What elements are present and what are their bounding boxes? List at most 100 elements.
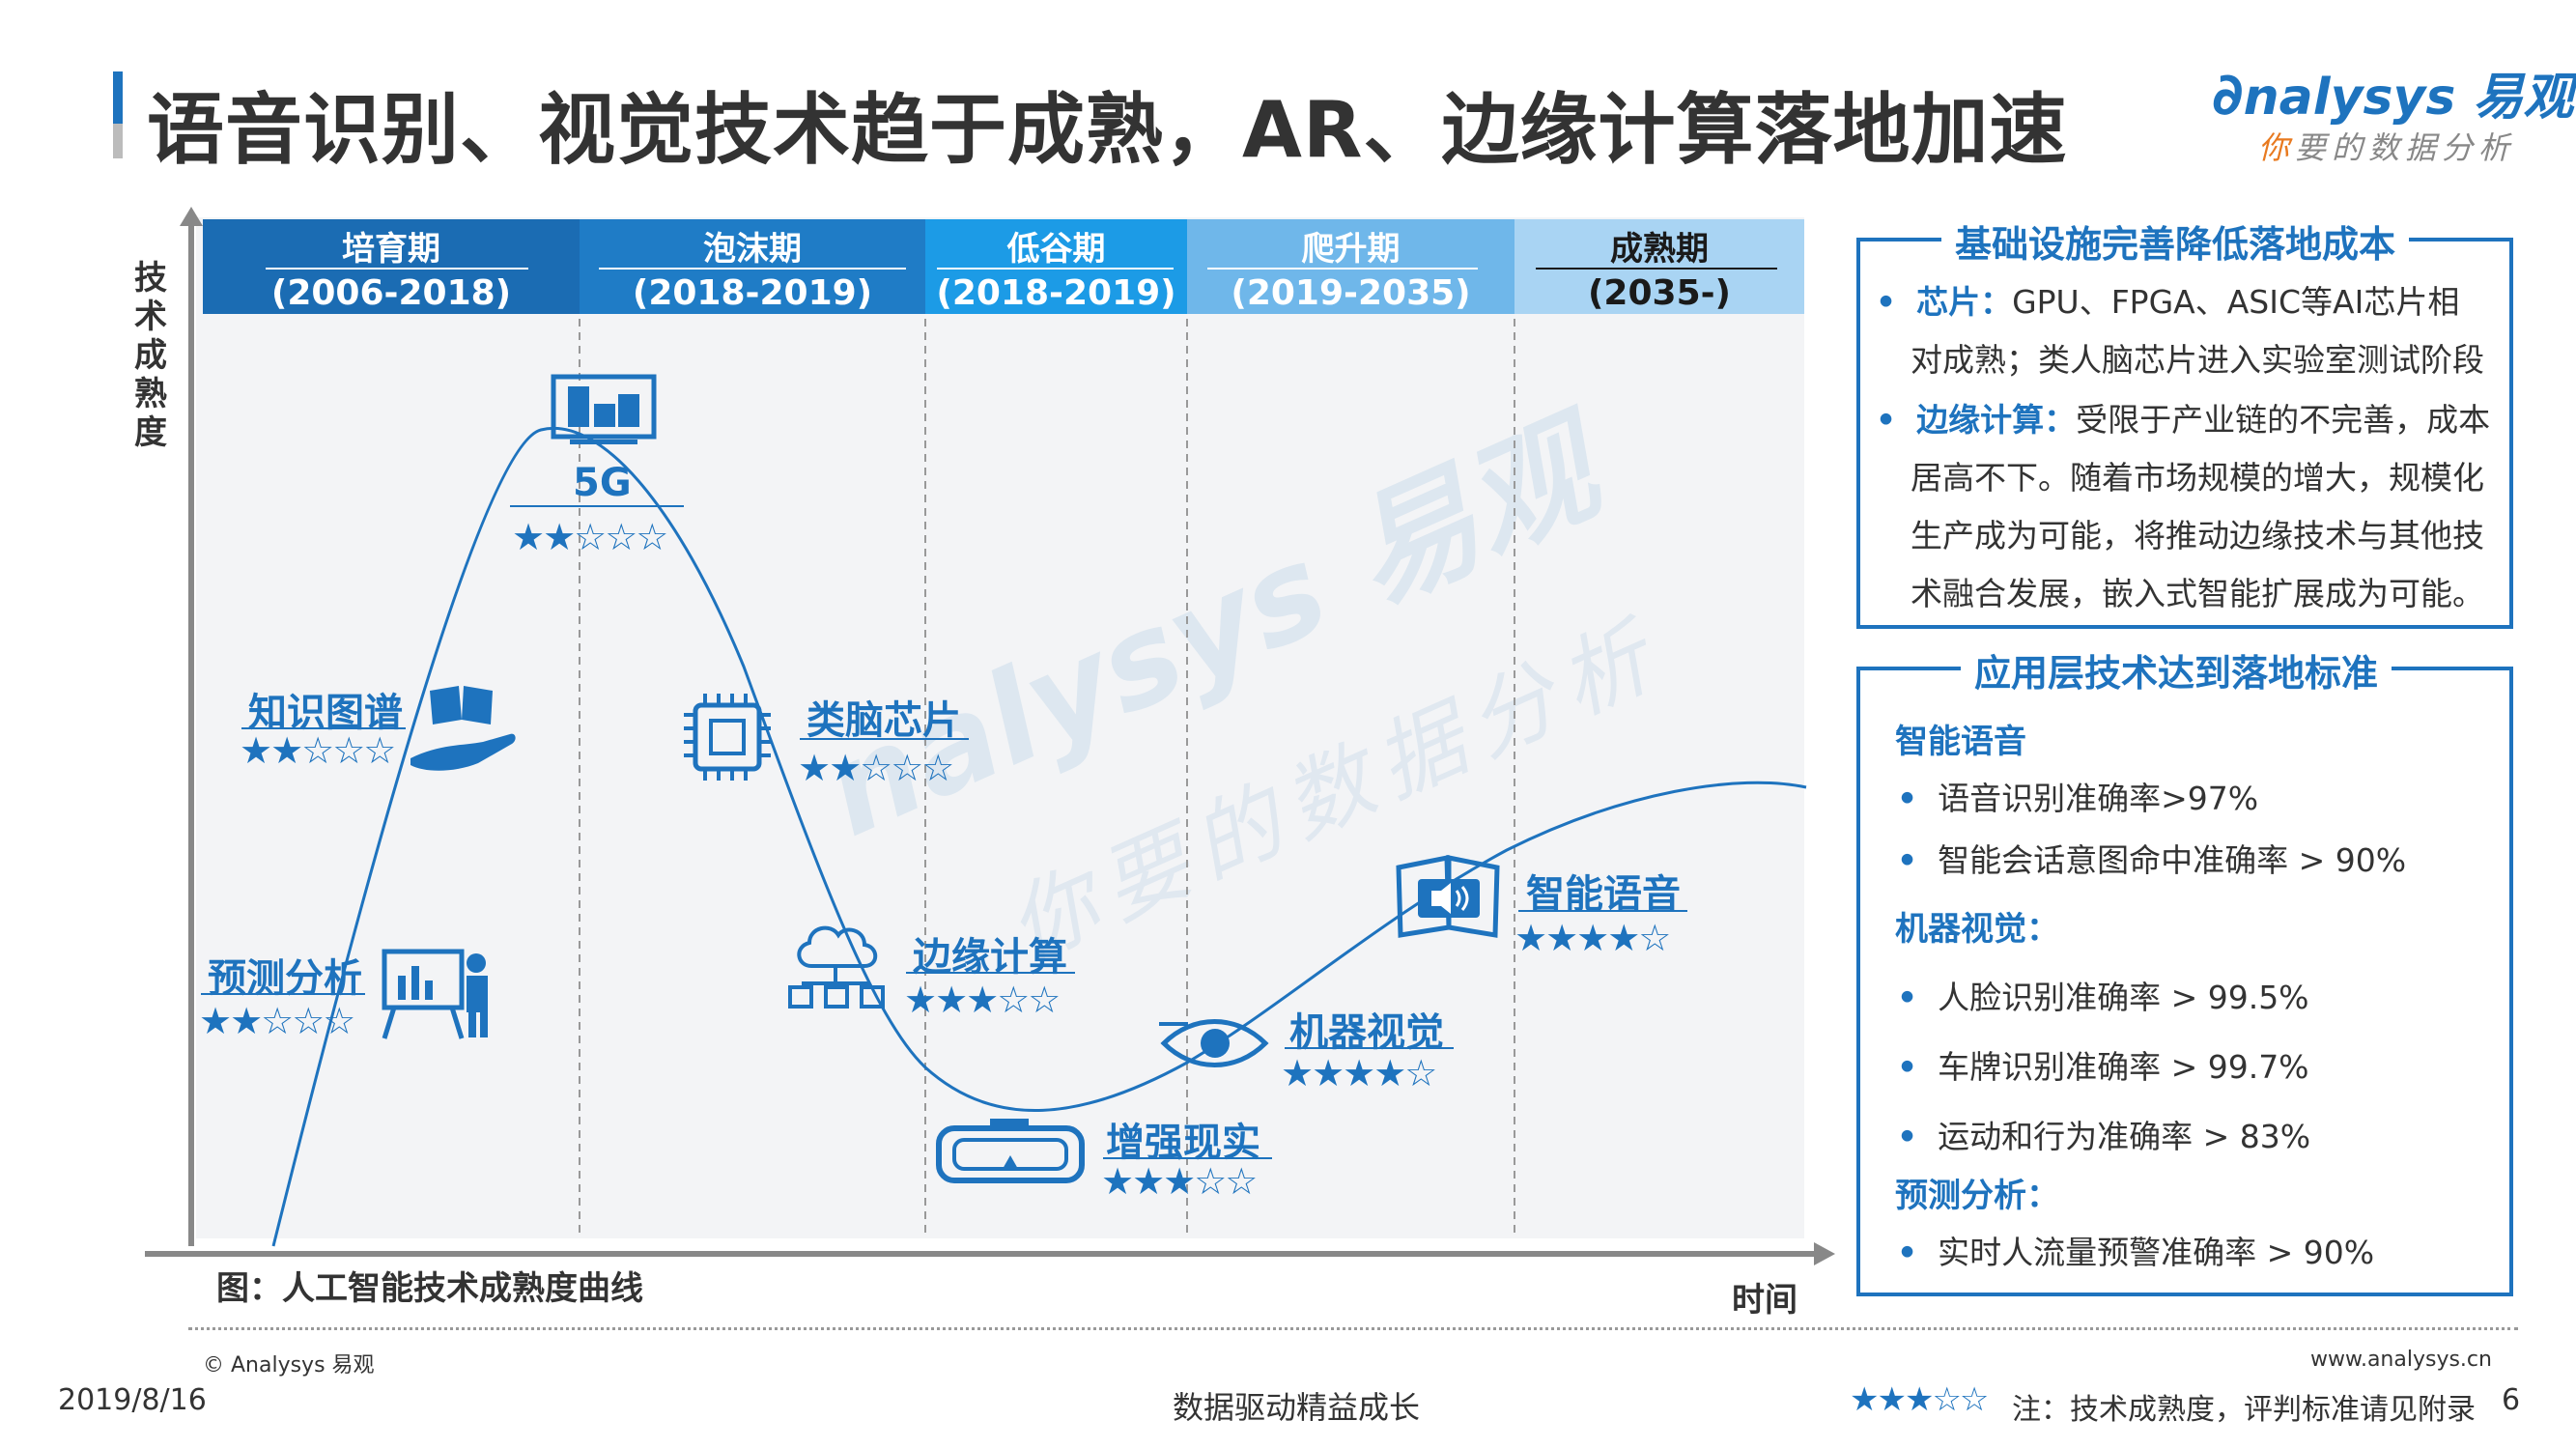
bullet-heading: 边缘计算：	[1916, 401, 2077, 439]
app-item: • 运动和行为准确率 > 83%	[1897, 1111, 2310, 1157]
phase-years: (2019-2035)	[1231, 273, 1471, 313]
phase-divider-line	[266, 268, 528, 270]
bullet-dot: •	[1897, 841, 1918, 879]
phase-trough: 低谷期 (2018-2019)	[925, 222, 1187, 313]
item-underline	[241, 727, 406, 729]
website: www.analysys.cn	[2310, 1348, 2492, 1372]
bullet-dot: •	[1876, 283, 1897, 321]
page-title: 语音识别、视觉技术趋于成熟，AR、边缘计算落地加速	[147, 85, 2068, 175]
rating-stars: ★★★★☆	[1281, 1052, 1437, 1094]
item-underline	[510, 505, 684, 507]
bullet-dot: •	[1897, 979, 1918, 1016]
cloud-network-icon	[788, 925, 885, 1009]
phase-name: 成熟期	[1610, 230, 1709, 269]
chart-caption: 图：人工智能技术成熟度曲线	[216, 1269, 643, 1308]
app-item-text: 语音识别准确率>97%	[1938, 780, 2259, 817]
page-number: 6	[2502, 1383, 2521, 1417]
infra-bullet-text: 对成熟；类人脑芯片进入实验室测试阶段	[1911, 341, 2484, 379]
infra-bullet-text: 生产成为可能，将推动边缘技术与其他技	[1911, 517, 2484, 554]
presenter-chart-icon	[382, 949, 488, 1039]
bullet-heading: 芯片：	[1916, 283, 2013, 321]
rating-stars: ★★☆☆☆	[199, 1000, 355, 1042]
footer-rating-stars: ★★★☆☆	[1850, 1380, 1989, 1419]
maturity-curve	[271, 427, 1807, 1247]
footer-note: 注：技术成熟度，评判标准请见附录	[2012, 1393, 2476, 1427]
item-underline	[201, 993, 365, 995]
footer-slogan: 数据驱动精益成长	[1173, 1389, 1421, 1426]
rating-stars: ★★☆☆☆	[512, 516, 668, 558]
phase-bar-trough	[925, 219, 1187, 314]
phase-bar-mature	[1514, 219, 1804, 314]
app-item: • 实时人流量预警准确率 > 90%	[1897, 1227, 2374, 1273]
rating-stars: ★★★☆☆	[904, 979, 1061, 1021]
bullet-dot: •	[1897, 1118, 1918, 1155]
logo-a-icon: ∂	[2212, 61, 2244, 128]
app-item: • 智能会话意图命中准确率 > 90%	[1897, 835, 2406, 881]
chart-plot-area	[196, 217, 1804, 1238]
item-label-brain-chip: 类脑芯片	[807, 698, 961, 743]
item-label-smart-voice: 智能语音	[1526, 872, 1681, 917]
rating-stars: ★★★☆☆	[1101, 1160, 1258, 1203]
app-item: • 人脸识别准确率 > 99.5%	[1897, 972, 2309, 1018]
phase-name: 泡沫期	[703, 230, 802, 269]
item-underline	[1518, 910, 1687, 912]
x-axis-label: 时间	[1732, 1281, 1798, 1320]
bullet-dot: •	[1897, 1234, 1918, 1271]
infra-panel-title: 基础设施完善降低落地成本	[1941, 214, 2410, 268]
chip-icon	[684, 694, 771, 781]
app-item: • 车牌识别准确率 > 99.7%	[1897, 1041, 2309, 1088]
phase-mature: 成熟期 (2035-)	[1514, 222, 1804, 313]
app-item-text: 实时人流量预警准确率 > 90%	[1938, 1234, 2375, 1271]
phase-bar-bubble	[580, 219, 925, 314]
infra-bullet-edge: • 边缘计算：受限于产业链的不完善，成本	[1876, 394, 2490, 440]
infra-bullet-chip: • 芯片：GPU、FPGA、ASIC等AI芯片相	[1876, 276, 2459, 323]
phase-name: 低谷期	[1006, 230, 1106, 269]
y-axis-arrow	[180, 207, 203, 226]
phase-bar-incubation	[203, 219, 580, 314]
logo-slogan-rest: 要的数据分析	[2295, 129, 2516, 166]
phase-divider-line	[1536, 268, 1777, 270]
vr-headset-icon	[936, 1119, 1085, 1183]
app-heading-voice: 智能语音	[1895, 723, 2026, 761]
app-item-text: 人脸识别准确率 > 99.5%	[1938, 979, 2309, 1016]
logo-slogan: 你要的数据分析	[2258, 124, 2515, 168]
phase-years: (2006-2018)	[270, 273, 512, 313]
y-axis-label: 技术成熟度	[134, 259, 167, 452]
footer-divider	[188, 1327, 2518, 1330]
item-underline	[906, 972, 1075, 974]
analysys-logo: ∂nalysys 易观	[2212, 56, 2573, 128]
logo-text: nalysys 易观	[2243, 69, 2574, 127]
item-underline	[1285, 1047, 1454, 1049]
phase-years: (2018-2019)	[936, 273, 1176, 313]
phase-climb: 爬升期 (2019-2035)	[1187, 222, 1514, 313]
application-panel-title: 应用层技术达到落地标准	[1961, 643, 2392, 696]
rating-stars: ★★★★☆	[1514, 917, 1671, 959]
phase-divider-line	[1207, 268, 1478, 270]
phase-years: (2018-2019)	[632, 273, 873, 313]
phase-incubation: 培育期 (2006-2018)	[203, 222, 580, 313]
rating-stars: ★★☆☆☆	[240, 729, 396, 772]
app-heading-vision: 机器视觉：	[1895, 910, 2059, 949]
bullet-dot: •	[1876, 401, 1897, 439]
item-underline	[1103, 1157, 1272, 1159]
logo-slogan-orange: 你	[2258, 129, 2296, 166]
phase-divider-line	[937, 268, 1174, 270]
bullet-dot: •	[1897, 780, 1918, 817]
item-underline	[800, 738, 969, 740]
app-item-text: 车牌识别准确率 > 99.7%	[1938, 1048, 2309, 1086]
phase-name: 培育期	[342, 230, 440, 269]
app-item: • 语音识别准确率>97%	[1897, 773, 2258, 819]
eye-icon	[1159, 1019, 1269, 1067]
phase-years: (2035-)	[1587, 273, 1732, 313]
smart-city-icon	[551, 374, 657, 444]
rating-stars: ★★☆☆☆	[798, 747, 954, 789]
app-item-text: 智能会话意图命中准确率 > 90%	[1938, 841, 2407, 879]
copyright: © Analysys 易观	[203, 1353, 375, 1378]
phase-name: 爬升期	[1301, 230, 1401, 269]
infra-bullet-text: 术融合发展，嵌入式智能扩展成为可能。	[1911, 575, 2484, 612]
audio-book-icon	[1396, 854, 1500, 938]
phase-bubble: 泡沫期 (2018-2019)	[580, 222, 925, 313]
phase-divider-line	[599, 268, 906, 270]
bullet-text: 受限于产业链的不完善，成本	[2076, 401, 2491, 439]
